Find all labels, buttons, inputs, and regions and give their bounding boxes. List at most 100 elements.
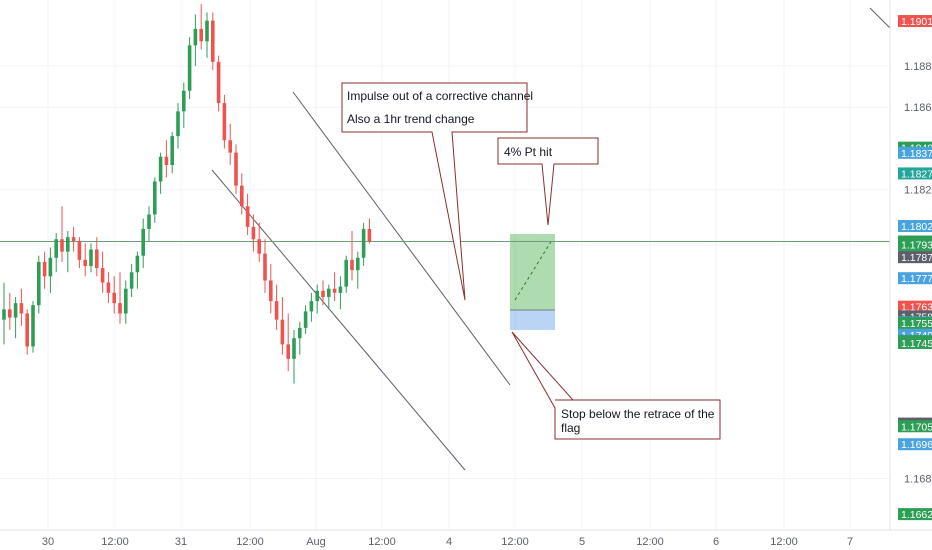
candle <box>199 4 203 50</box>
candle <box>2 282 6 345</box>
channel-line-upper <box>292 91 511 386</box>
x-axis-bar[interactable]: 30 12:00 31 12:00 Aug 12:00 4 12:00 5 12:00 6 12:00… <box>0 529 932 548</box>
candle <box>19 288 24 326</box>
candle-body <box>187 45 192 91</box>
x-tick-label: 12:00 <box>770 536 798 548</box>
candle <box>182 82 186 128</box>
candle-body <box>251 226 256 240</box>
candle-body <box>118 303 122 314</box>
price-tag-label: 1.17053 <box>901 421 932 433</box>
annotation-callout-impulse <box>341 82 528 301</box>
price-tag-bg <box>898 146 932 159</box>
y-tick-label: 1.18600 <box>904 102 932 114</box>
y-axis[interactable]: 1.188001.186001.182001.168001.190181.184… <box>889 0 932 550</box>
price-tag-label: 1.17554 <box>901 318 932 330</box>
candle-body <box>48 257 53 277</box>
target-zone <box>510 234 555 310</box>
candle-body <box>298 327 302 339</box>
stop-zone <box>510 310 555 330</box>
candle-body <box>361 228 366 258</box>
price-tag-bg <box>898 238 932 251</box>
candle-body <box>71 237 76 242</box>
y-tick-label: 1.18200 <box>904 185 932 197</box>
price-tag-bg <box>898 336 932 349</box>
candle <box>8 292 12 330</box>
price-tag-label: 1.17934 <box>901 240 932 252</box>
candle-body <box>13 303 18 318</box>
candle-body <box>309 301 314 312</box>
candle <box>361 222 366 267</box>
candle <box>222 94 227 149</box>
candle <box>211 12 215 71</box>
candle <box>48 247 53 293</box>
candle-body <box>83 259 87 267</box>
candle-body <box>269 280 273 302</box>
price-tag-bg <box>898 300 932 313</box>
candle <box>257 222 261 262</box>
candle-body <box>338 286 343 293</box>
price-tag-label: 1.16627 <box>901 509 932 521</box>
x-tick-label: 7 <box>847 536 853 548</box>
annotations[interactable]: Impulse out of a corrective channel Also… <box>341 82 721 440</box>
x-tick-label: 30 <box>42 536 54 548</box>
candle <box>263 239 267 293</box>
candle-body <box>211 20 215 62</box>
candle <box>245 193 250 236</box>
x-tick-label: 6 <box>713 536 719 548</box>
annotation-impulse-line2: Also a 1hr trend change <box>347 112 475 126</box>
price-tag-bg <box>898 220 932 233</box>
candle-body <box>263 253 267 281</box>
candle-body <box>124 288 128 314</box>
candle <box>303 305 308 335</box>
candle-body <box>129 272 134 289</box>
candle <box>54 233 58 273</box>
price-tag-bg <box>898 508 932 521</box>
candle-body <box>95 249 99 269</box>
y-tick-label: 1.18800 <box>904 61 932 73</box>
candle-body <box>303 311 308 328</box>
candle <box>153 177 157 223</box>
candle <box>356 251 360 289</box>
candle <box>89 243 93 273</box>
candle <box>280 296 285 355</box>
candle-body <box>274 301 279 320</box>
x-tick-label: 12:00 <box>368 536 396 548</box>
price-tag-bg <box>898 316 932 329</box>
x-tick-label: 12:00 <box>501 536 529 548</box>
x-tick-label: 12:00 <box>236 536 264 548</box>
candle-body <box>42 261 47 277</box>
candle <box>309 292 314 322</box>
candle <box>298 321 302 355</box>
candle-body <box>222 103 227 141</box>
annotation-callout-target <box>497 137 599 226</box>
candle-body <box>245 206 250 227</box>
candle-body <box>205 20 209 42</box>
candle-body <box>327 288 331 297</box>
candle-body <box>19 303 24 314</box>
price-tag-label: 1.17457 <box>901 338 932 350</box>
position-zones <box>510 234 555 330</box>
candle-body <box>356 257 360 271</box>
candle-body <box>344 259 348 287</box>
candle-body <box>37 261 41 306</box>
candle-body <box>158 156 163 182</box>
candle-body <box>182 90 186 112</box>
candle <box>106 272 111 304</box>
candle <box>228 123 232 165</box>
candle-body <box>135 255 140 273</box>
candle-body <box>234 152 238 186</box>
price-tag-bg <box>898 272 932 285</box>
candle <box>327 284 331 310</box>
candle-body <box>77 241 82 260</box>
candle <box>164 140 169 178</box>
candle <box>332 272 337 302</box>
candle-body <box>176 111 180 137</box>
annotation-impulse-line1: Impulse out of a corrective channel <box>347 89 533 103</box>
candle <box>187 37 192 99</box>
candle <box>13 296 18 339</box>
candle <box>60 206 64 262</box>
candle-body <box>286 344 290 359</box>
candle <box>251 214 256 252</box>
candle <box>338 276 343 310</box>
